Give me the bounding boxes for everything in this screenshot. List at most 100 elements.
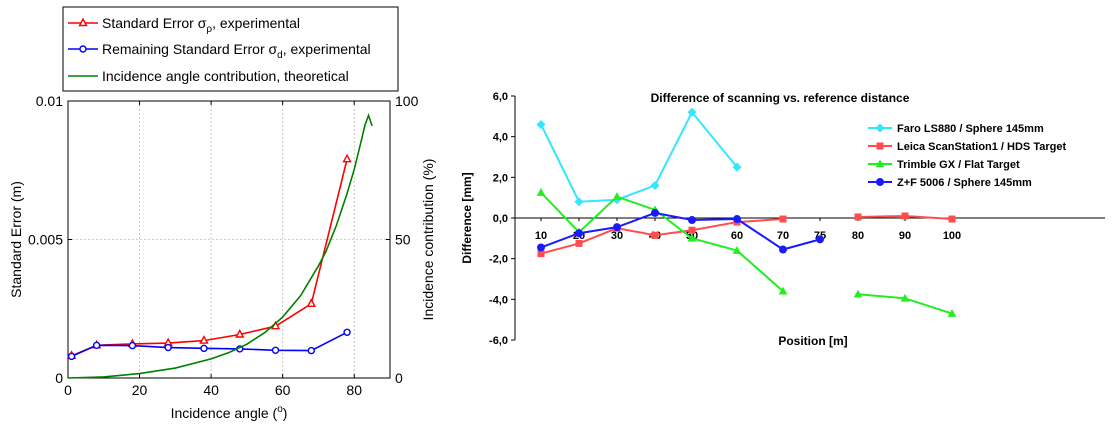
series-line-3	[540, 211, 821, 251]
legend: Faro LS880 / Sphere 145mm Leica ScanStati…	[868, 123, 1066, 189]
data-point	[536, 188, 546, 196]
data-point	[778, 286, 788, 295]
legend-label-text: Standard Error σ	[102, 15, 207, 31]
legend-label-text: Remaining Standard Error σ	[102, 41, 278, 57]
data-point	[537, 250, 545, 258]
series-line-0	[71, 158, 348, 357]
data-point	[853, 289, 863, 298]
legend: Standard Error σρ, experimentalRemaining…	[62, 6, 399, 92]
x-tick-label: 70	[777, 230, 789, 242]
legend-label-1: Remaining Standard Error σd, experimenta…	[102, 41, 371, 61]
legend-label-subscript: d	[277, 50, 283, 61]
data-point	[900, 293, 910, 302]
data-point	[200, 344, 208, 353]
legend-marker-0	[78, 17, 88, 27]
legend-label-text: Incidence angle contribution, theoretica…	[102, 68, 349, 84]
series-0	[66, 153, 352, 360]
data-point	[164, 343, 172, 352]
y-tick-label: 4,0	[493, 132, 508, 144]
data-point	[537, 243, 545, 252]
data-point	[688, 226, 696, 234]
y-tick-label: 6,0	[493, 91, 508, 103]
legend-label-2: Incidence angle contribution, theoretica…	[102, 68, 349, 84]
data-point	[733, 215, 741, 224]
legend-marker-0	[875, 123, 885, 133]
x-tick-label: 90	[899, 230, 911, 242]
x-tick-label: 0	[64, 382, 72, 398]
y-tick-label: 0.01	[36, 93, 63, 109]
data-point	[651, 231, 659, 239]
data-point	[199, 335, 209, 344]
chart-standard-error: 0 20 40 60 80 0 0.005 0.01 0 50 100 Incidence angle…	[8, 6, 436, 421]
y2-axis-label: Incidence contribution (%)	[420, 159, 436, 321]
y2-tick-label: 50	[395, 232, 411, 248]
data-point	[575, 239, 583, 247]
x-tick-label: 10	[535, 230, 547, 242]
data-point	[342, 153, 352, 163]
data-point	[574, 197, 584, 207]
data-point	[901, 212, 909, 220]
data-point	[650, 180, 660, 190]
legend-label-2: Trimble GX / Flat Target	[897, 159, 1020, 171]
data-point	[235, 329, 245, 338]
legend-marker-3	[876, 178, 884, 186]
data-point	[779, 215, 787, 223]
legend-label-suffix: , experimental	[283, 41, 371, 57]
data-point	[688, 216, 696, 225]
x-tick-label: 60	[731, 230, 743, 242]
chart-scanning-difference: -6,0-4,0-2,00,02,04,06,01020304050607075…	[460, 91, 1105, 348]
y-tick-label: 0,0	[493, 213, 508, 225]
x-axis-label-text: Incidence angle (	[171, 405, 278, 421]
x-tick-label: 80	[346, 382, 362, 398]
legend-box	[62, 6, 399, 92]
series-1	[537, 212, 956, 258]
x-axis-label-end: )	[283, 405, 288, 421]
legend-marker-1	[876, 142, 884, 150]
data-point	[271, 346, 280, 354]
data-point	[575, 229, 583, 238]
data-point	[779, 245, 787, 254]
data-point	[306, 298, 316, 307]
x-tick-label: 60	[275, 382, 291, 398]
x-axis-label: Position [m]	[778, 334, 847, 348]
y-tick-label: 0.005	[28, 232, 63, 248]
data-point	[612, 192, 622, 200]
y2-tick-label: 0	[395, 370, 403, 386]
data-point	[687, 107, 697, 117]
x-tick-label: 40	[203, 382, 219, 398]
series-1	[67, 328, 351, 361]
y-tick-label: 2,0	[493, 172, 508, 184]
x-axis-label-superscript: o	[277, 404, 283, 415]
series-0	[536, 107, 742, 207]
data-point	[651, 208, 659, 217]
y-axis-label: Standard Error (m)	[8, 181, 24, 298]
data-point	[816, 235, 824, 244]
legend-label-3: Z+F 5006 / Sphere 145mm	[897, 177, 1032, 189]
y2-tick-label: 100	[395, 93, 419, 109]
data-point	[343, 328, 351, 336]
legend-label-1: Leica ScanStation1 / HDS Target	[897, 141, 1066, 153]
series-line-2	[67, 113, 373, 379]
chart-title: Difference of scanning vs. reference dis…	[651, 91, 910, 105]
data-point	[947, 309, 957, 317]
series-3	[537, 208, 824, 254]
data-point	[948, 215, 956, 223]
data-point	[307, 346, 315, 355]
y-tick-label: 0	[55, 370, 63, 386]
x-tick-label: 20	[132, 382, 148, 398]
data-point	[732, 246, 742, 254]
data-point	[854, 213, 862, 221]
series-2	[67, 113, 373, 379]
y-tick-label: -4,0	[489, 294, 508, 306]
series-2	[536, 188, 957, 317]
data-point	[732, 162, 742, 172]
y-tick-label: -6,0	[489, 335, 508, 347]
legend-label-0: Faro LS880 / Sphere 145mm	[897, 123, 1044, 135]
y-tick-label: -2,0	[489, 254, 508, 266]
x-tick-label: 80	[852, 230, 864, 242]
legend-marker-1	[79, 45, 87, 53]
data-point	[613, 223, 621, 232]
x-axis-label: Incidence angle (o)	[171, 404, 288, 421]
legend-label-suffix: , experimental	[212, 15, 300, 31]
